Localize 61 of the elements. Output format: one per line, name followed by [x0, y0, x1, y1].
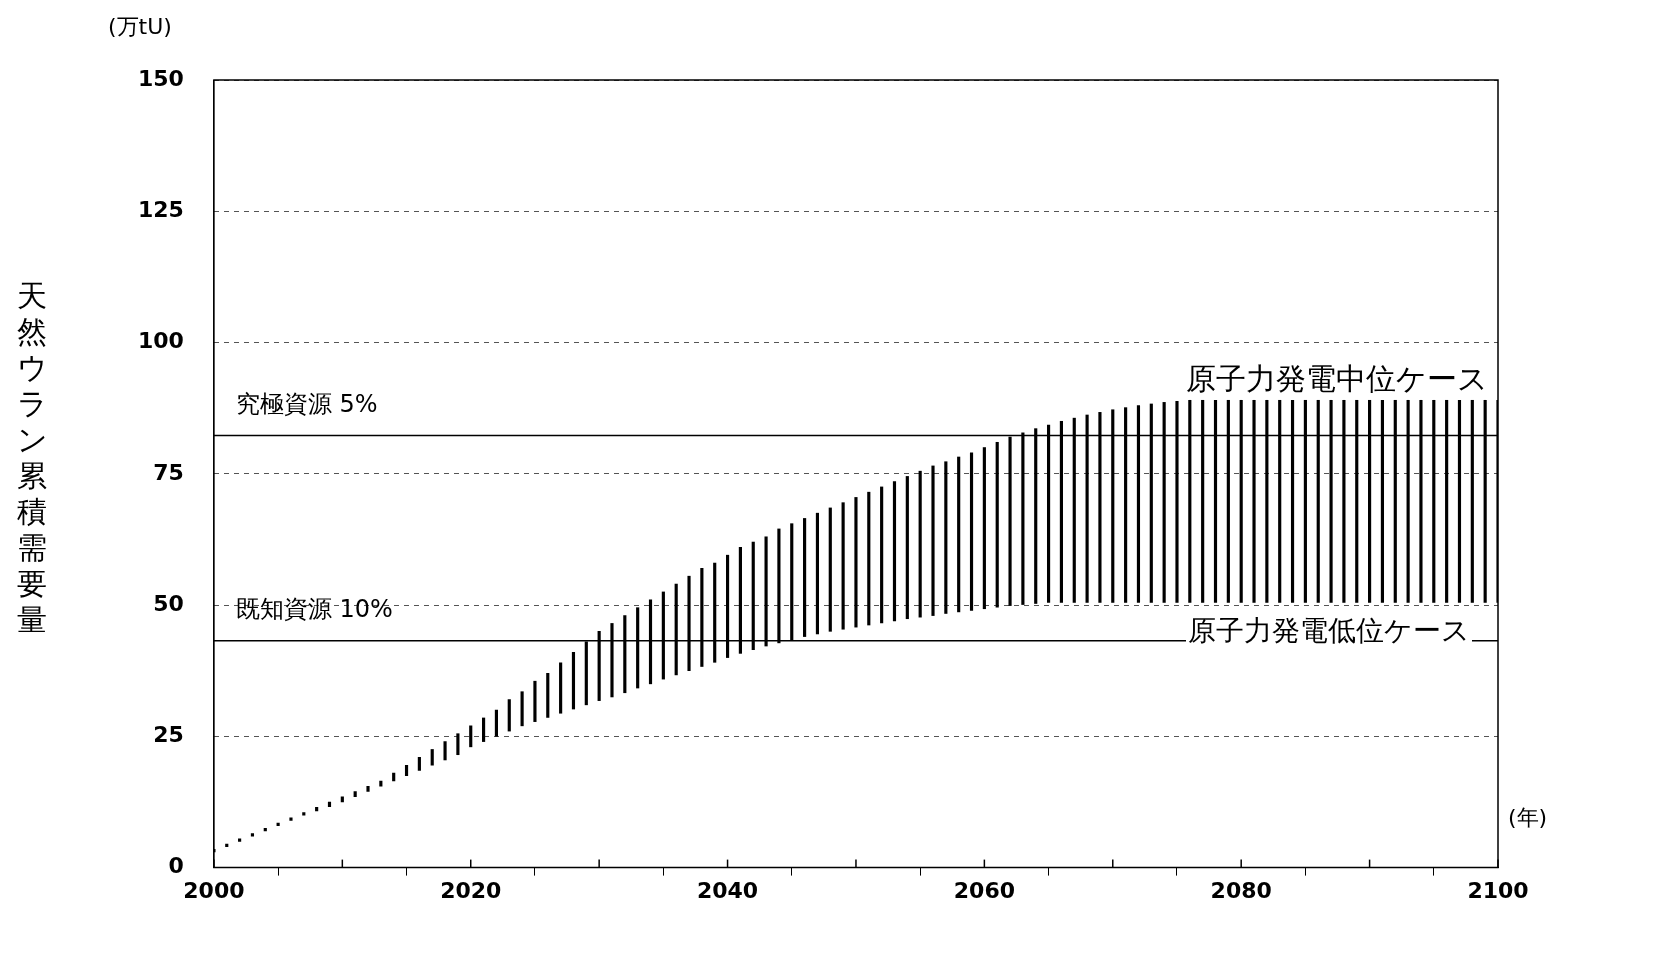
bar: [302, 812, 306, 816]
y-tick-label: 75: [153, 459, 184, 485]
bar: [443, 741, 447, 761]
y-tick-label: 150: [137, 65, 184, 91]
bar: [918, 470, 922, 618]
x-tick-label: 2000: [183, 877, 245, 903]
x-tick-label: 2020: [440, 877, 502, 903]
bar: [559, 662, 563, 714]
bar: [571, 651, 576, 710]
x-tick-label: 2060: [953, 877, 1015, 903]
bar: [546, 673, 550, 718]
bar: [430, 749, 434, 766]
y-tick-label: 25: [153, 722, 184, 748]
bar: [892, 481, 897, 622]
text: 天然ウラン累積需要量: [16, 278, 48, 637]
bar: [494, 709, 498, 737]
bar: [250, 833, 255, 837]
bar: [482, 717, 486, 742]
annotation: 原子力発電中位ケース: [1186, 361, 1488, 396]
y-tick-label: 50: [153, 590, 184, 616]
bar: [417, 757, 421, 771]
bar: [238, 838, 242, 842]
bar: [366, 785, 370, 792]
x-axis-title: (年): [1508, 804, 1548, 832]
bar: [931, 465, 935, 616]
text: (万tU): [108, 13, 172, 41]
annotation: 原子力発電低位ケース: [1186, 614, 1472, 647]
bar: [880, 486, 884, 624]
bar: [969, 452, 974, 611]
bar: [841, 502, 845, 630]
bar: [854, 497, 858, 628]
x-tick-label: 2040: [696, 877, 759, 903]
bar: [520, 691, 524, 727]
bar: [456, 733, 460, 756]
bar: [803, 518, 807, 637]
bar: [276, 822, 280, 826]
bar: [225, 843, 229, 847]
bar: [533, 680, 537, 722]
bar: [469, 725, 473, 748]
bar: [905, 476, 909, 620]
bar: [995, 441, 999, 608]
bar: [982, 447, 986, 610]
y-tick-label: 100: [137, 328, 184, 354]
bar: [340, 796, 344, 803]
bar: [507, 699, 511, 732]
bar: [289, 817, 293, 821]
ref-line-label: 既知資源 10%: [235, 595, 393, 624]
bar: [944, 461, 948, 614]
bar: [379, 780, 383, 787]
ref-line-label: 究極資源 5%: [235, 389, 378, 418]
bar: [867, 491, 871, 626]
bar: [815, 512, 820, 635]
bar: [957, 456, 961, 613]
x-tick-label: 2100: [1467, 877, 1529, 903]
bar: [263, 827, 267, 832]
y-tick-label: 0: [168, 853, 184, 879]
bar: [828, 507, 832, 632]
x-tick-label: 2080: [1210, 877, 1272, 903]
bar: [353, 791, 357, 798]
bar: [404, 764, 409, 777]
y-tick-label: 125: [137, 196, 184, 222]
